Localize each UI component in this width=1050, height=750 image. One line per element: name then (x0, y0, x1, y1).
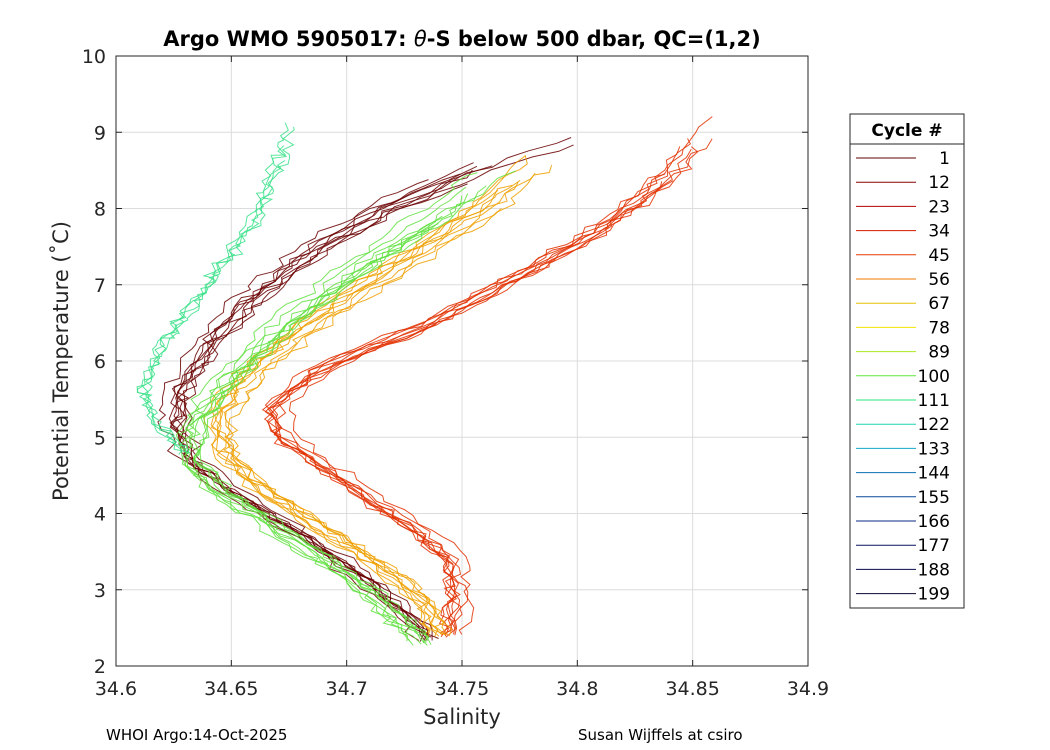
legend-label: 12 (928, 173, 950, 193)
profile-line (184, 169, 473, 641)
legend-label: 23 (928, 197, 950, 217)
profile-line (192, 185, 487, 644)
y-tick-label: 5 (94, 427, 106, 449)
x-tick-label: 34.8 (556, 678, 598, 700)
legend-label: 166 (918, 512, 950, 532)
profile-line (276, 146, 699, 636)
profile-line (272, 116, 713, 635)
legend-label: 155 (918, 488, 950, 508)
footer-credit: Susan Wijffels at csiro (578, 726, 743, 744)
profile-line (199, 215, 443, 644)
profile-line (270, 148, 692, 638)
legend-entries: 1 12 23 34 45 56 67 78 89 100 111 122 133 144 155 166 17… (856, 149, 950, 605)
legend-label: 177 (918, 536, 950, 556)
y-tick-label: 9 (94, 122, 106, 144)
y-tick-label: 2 (94, 656, 106, 678)
legend-label: 188 (918, 560, 950, 580)
x-axis-label: Salinity (423, 705, 501, 729)
legend-label: 67 (928, 294, 950, 314)
profile-line (215, 179, 521, 636)
legend-label: 122 (918, 415, 950, 435)
x-tick-label: 34.85 (665, 678, 719, 700)
legend-label: 1 (939, 149, 950, 169)
profile-line (175, 183, 468, 639)
profile-line (141, 160, 286, 454)
x-tick-label: 34.7 (326, 678, 368, 700)
profile-line (264, 172, 666, 638)
profile-line (288, 138, 713, 635)
profile-line (215, 184, 513, 637)
legend-label: 199 (918, 585, 950, 605)
profile-line (179, 186, 467, 645)
profile-line (136, 145, 288, 455)
y-tick-label: 8 (94, 199, 106, 221)
y-tick-label: 7 (94, 275, 106, 297)
legend-label: 100 (918, 367, 950, 387)
profile-line (138, 126, 295, 452)
profile-line (261, 138, 692, 634)
x-tick-label: 34.9 (787, 678, 829, 700)
x-tick-label: 34.75 (435, 678, 489, 700)
legend-box (849, 113, 965, 609)
footer-source: WHOI Argo:14-Oct-2025 (106, 726, 288, 744)
axis-ticks: 34.6 34.65 34.7 34.75 34.8 34.85 34.9 2 3 4 5 6 7 8 9 1… (82, 46, 829, 700)
profile-line (210, 182, 519, 637)
y-tick-label: 10 (82, 46, 106, 68)
profile-line (203, 154, 528, 637)
y-tick-label: 4 (94, 504, 106, 526)
profile-line (227, 164, 553, 637)
x-tick-label: 34.65 (204, 678, 258, 700)
chart-title: Argo WMO 5905017: θ-S below 500 dbar, QC… (163, 27, 760, 51)
legend-label: 111 (918, 391, 950, 411)
profile-line (223, 208, 502, 636)
profile-line (216, 189, 499, 636)
y-tick-label: 3 (94, 580, 106, 602)
legend-label: 78 (928, 318, 950, 338)
profile-line (173, 165, 493, 641)
y-axis-label: Potential Temperature (˚C) (49, 221, 73, 501)
profile-line (169, 162, 474, 642)
legend-label: 34 (928, 222, 950, 242)
legend-label: 56 (928, 270, 950, 290)
legend-label: 144 (918, 464, 950, 484)
legend-label: 89 (928, 343, 950, 363)
legend-label: 133 (918, 439, 950, 459)
legend-title: Cycle # (871, 121, 942, 141)
legend: Cycle # 1 12 23 34 45 56 67 78 89 100 111 122 133 144… (849, 113, 965, 609)
x-tick-label: 34.6 (95, 678, 137, 700)
profile-lines (136, 116, 713, 646)
y-tick-label: 6 (94, 351, 106, 373)
legend-label: 45 (928, 246, 950, 266)
profile-line (170, 173, 461, 638)
grid-lines (115, 55, 809, 667)
